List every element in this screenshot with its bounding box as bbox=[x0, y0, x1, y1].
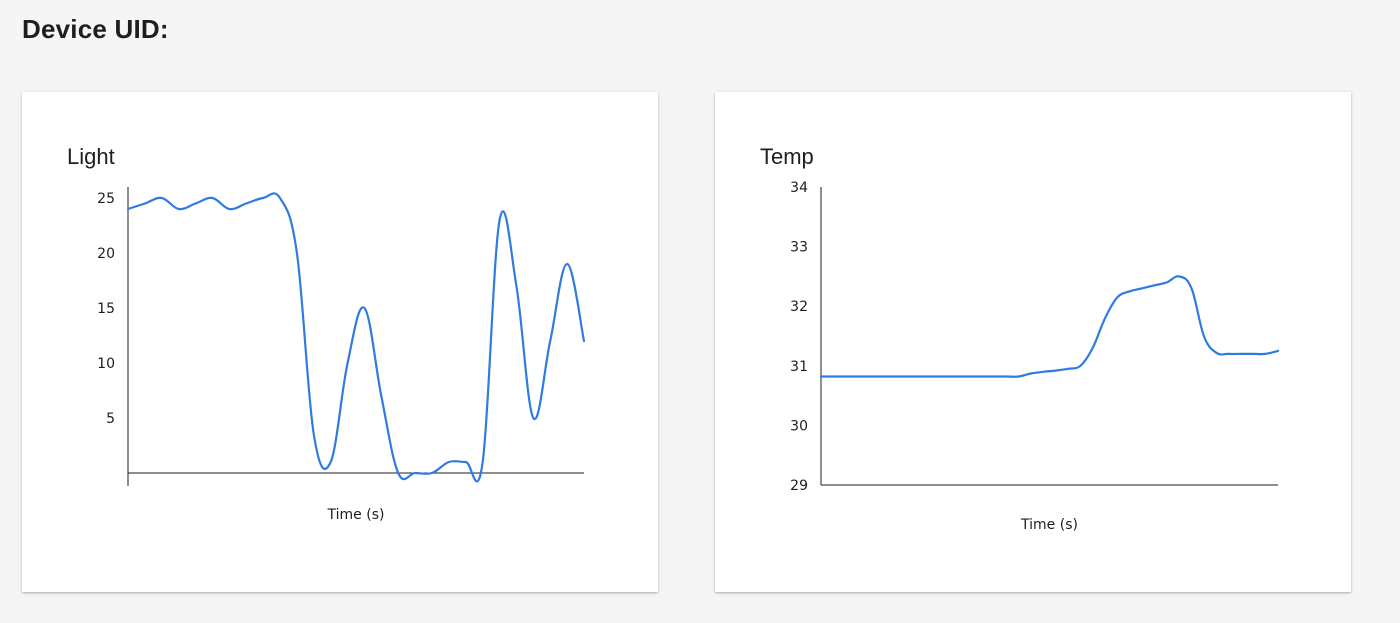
temp-chart: 29 30 31 32 33 34 Time (s) bbox=[790, 180, 1280, 533]
light-y-tick-label: 25 bbox=[97, 191, 115, 207]
light-series-line bbox=[126, 192, 586, 483]
temp-chart-card: Temp 29 30 31 32 33 34 Time (s) bbox=[715, 92, 1351, 592]
light-y-tick-label: 20 bbox=[97, 246, 115, 262]
light-y-tick-label: 5 bbox=[106, 411, 115, 427]
light-y-tick-label: 15 bbox=[97, 301, 115, 317]
temp-series-line bbox=[819, 275, 1280, 378]
light-y-tick-label: 10 bbox=[97, 356, 115, 372]
light-chart: 5 10 15 20 25 Time (s) bbox=[97, 187, 586, 523]
page-title: Device UID: bbox=[22, 14, 169, 44]
light-chart-card: Light 5 10 15 20 25 Time (s) bbox=[22, 92, 658, 592]
light-x-axis-label: Time (s) bbox=[327, 507, 385, 523]
light-chart-title: Light bbox=[67, 144, 115, 169]
temp-chart-title: Temp bbox=[760, 144, 814, 169]
temp-y-tick-label: 32 bbox=[790, 299, 808, 315]
temp-y-tick-label: 33 bbox=[790, 240, 808, 256]
temp-y-tick-label: 31 bbox=[790, 359, 808, 375]
temp-y-tick-label: 34 bbox=[790, 180, 808, 196]
temp-x-axis-label: Time (s) bbox=[1020, 517, 1078, 533]
temp-y-tick-label: 29 bbox=[790, 478, 808, 494]
temp-y-tick-label: 30 bbox=[790, 418, 808, 434]
